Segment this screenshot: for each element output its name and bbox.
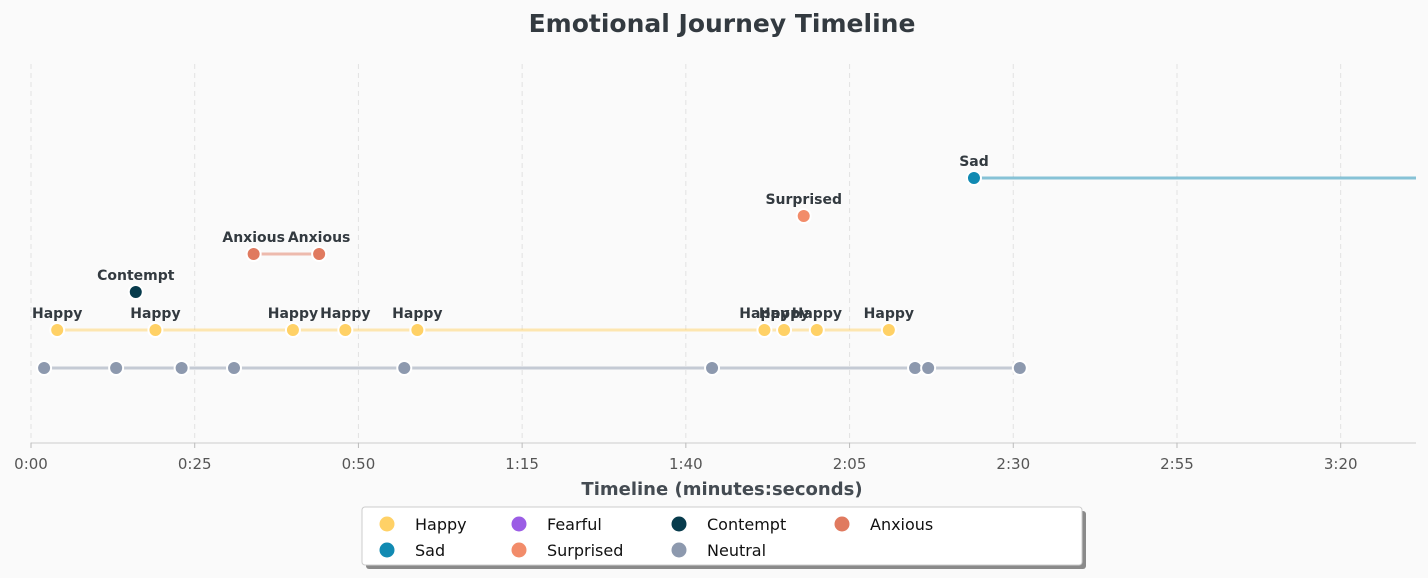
data-point (311, 246, 328, 262)
x-tick-label: 1:15 (505, 455, 539, 473)
point-label: Surprised (765, 192, 842, 208)
data-point (226, 360, 243, 376)
point-label: Anxious (288, 230, 351, 246)
data-point (776, 322, 793, 338)
data-point (127, 284, 144, 300)
point-label: Happy (130, 306, 180, 322)
chart-title: Emotional Journey Timeline (529, 9, 916, 38)
legend-label: Surprised (547, 541, 623, 560)
point-label: Happy (739, 306, 789, 322)
legend-marker (834, 516, 850, 532)
data-point (49, 322, 66, 338)
x-tick-label: 2:30 (996, 455, 1030, 473)
legend-marker (511, 542, 527, 558)
data-point (808, 322, 825, 338)
legend-marker (379, 516, 395, 532)
point-label: Contempt (97, 268, 175, 284)
data-point (409, 322, 426, 338)
series-happy: Happy Happy Happy Happy Happy HappyHappyHappy… (32, 306, 914, 338)
legend-marker (511, 516, 527, 532)
data-point (880, 322, 897, 338)
legend-label: Neutral (707, 541, 766, 560)
legend-label: Happy (415, 515, 467, 534)
data-point (1011, 360, 1028, 376)
point-label: Happy (392, 306, 442, 322)
series-neutral (36, 360, 1028, 376)
x-tick-label: 0:25 (178, 455, 212, 473)
point-label: Happy (864, 306, 914, 322)
point-label: Happy (320, 306, 370, 322)
legend-label: Contempt (707, 515, 786, 534)
legend-label: Anxious (870, 515, 933, 534)
data-point (284, 322, 301, 338)
data-point (245, 246, 262, 262)
data-point (907, 360, 924, 376)
series-contempt: Contempt (97, 268, 175, 300)
series-sad: Sad (959, 154, 1416, 186)
legend-box (361, 506, 1083, 566)
legend-label: Sad (415, 541, 445, 560)
series-surprised: Surprised (765, 192, 842, 224)
legend-label: Fearful (547, 515, 602, 534)
legend-items: Happy Sad Fearful Surprised Contempt Neutral A… (379, 515, 933, 560)
legend-marker (671, 516, 687, 532)
legend: Happy Sad Fearful Surprised Contempt Neutral A… (361, 506, 1086, 569)
data-point (337, 322, 354, 338)
data-point (920, 360, 937, 376)
point-label: Anxious (222, 230, 285, 246)
point-label: Happy (268, 306, 318, 322)
data-point (704, 360, 721, 376)
data-point (965, 170, 982, 186)
data-point (396, 360, 413, 376)
point-label: Happy (759, 306, 809, 322)
x-tick-labels: 0:00 0:25 0:50 1:15 1:40 2:05 2:30 2:55 3:20 (14, 443, 1358, 473)
data-point (147, 322, 164, 338)
data-point (795, 208, 812, 224)
data-point (756, 322, 773, 338)
point-label: Happy (32, 306, 82, 322)
x-axis-label: Timeline (minutes:seconds) (581, 479, 862, 500)
x-tick-label: 0:00 (14, 455, 48, 473)
data-point (36, 360, 53, 376)
grid-lines (30, 64, 1342, 443)
x-tick-label: 0:50 (342, 455, 376, 473)
x-tick-label: 3:20 (1324, 455, 1358, 473)
x-tick-label: 2:55 (1160, 455, 1194, 473)
point-label: Sad (959, 154, 989, 170)
series-anxious: Anxious Anxious (222, 230, 351, 262)
x-tick-label: 1:40 (669, 455, 703, 473)
data-point (173, 360, 190, 376)
point-label: Happy (792, 306, 842, 322)
x-tick-label: 2:05 (833, 455, 867, 473)
legend-marker (671, 542, 687, 558)
data-point (108, 360, 125, 376)
legend-marker (379, 542, 395, 558)
series-layer: Happy Happy Happy Happy Happy HappyHappyHappy… (32, 154, 1416, 376)
